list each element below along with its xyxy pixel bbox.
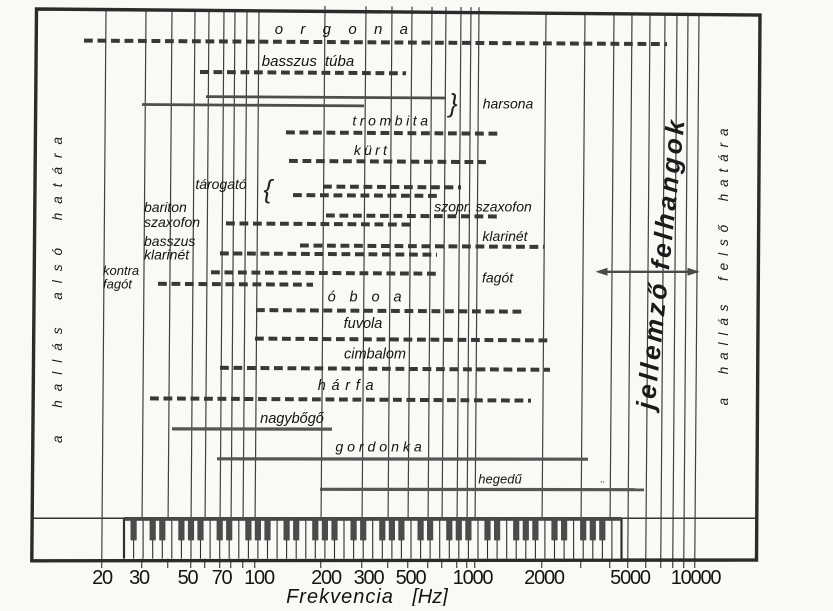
svg-text:50: 50	[178, 567, 199, 589]
svg-text:[Hz]: [Hz]	[411, 586, 448, 606]
svg-text:harsona: harsona	[483, 96, 534, 112]
svg-text:bariton: bariton	[144, 199, 187, 215]
svg-text:5000: 5000	[610, 567, 651, 589]
svg-text:10000: 10000	[671, 567, 722, 589]
svg-text:orgona: orgona	[275, 21, 426, 38]
svg-text:trombita: trombita	[352, 113, 431, 129]
svg-text:fuvola: fuvola	[344, 316, 383, 332]
svg-text:fagót: fagót	[103, 277, 133, 292]
svg-text:klarinét: klarinét	[144, 247, 190, 263]
svg-text:basszus túba: basszus túba	[262, 53, 354, 70]
svg-text:30: 30	[129, 567, 150, 589]
svg-text:fagót: fagót	[482, 270, 514, 286]
svg-text:hegedű: hegedű	[478, 472, 522, 487]
svg-text:klarinét: klarinét	[482, 228, 528, 244]
svg-text:100: 100	[244, 567, 275, 589]
svg-text:nagybőgő: nagybőgő	[260, 411, 325, 427]
svg-text:kürt: kürt	[354, 142, 390, 158]
svg-text:,,: ,,	[600, 474, 605, 484]
svg-text:óboa: óboa	[328, 290, 416, 306]
svg-text:20: 20	[92, 567, 113, 589]
svg-text:2000: 2000	[524, 567, 565, 589]
svg-text:hárfa: hárfa	[318, 378, 380, 394]
svg-text:cimbalom: cimbalom	[344, 347, 406, 363]
svg-text:szaxofon: szaxofon	[144, 214, 200, 230]
svg-text:szopr. szaxofon: szopr. szaxofon	[434, 199, 532, 215]
svg-text:gordonka: gordonka	[335, 440, 425, 456]
svg-text:tárogató: tárogató	[195, 176, 247, 192]
svg-text:1000: 1000	[453, 567, 494, 589]
svg-text:a hallás felső határa: a hallás felső határa	[716, 122, 731, 406]
svg-text:a hallás alsó határa: a hallás alsó határa	[50, 128, 65, 443]
svg-text:70: 70	[212, 567, 233, 589]
svg-text:Frekvencia: Frekvencia	[286, 586, 394, 606]
